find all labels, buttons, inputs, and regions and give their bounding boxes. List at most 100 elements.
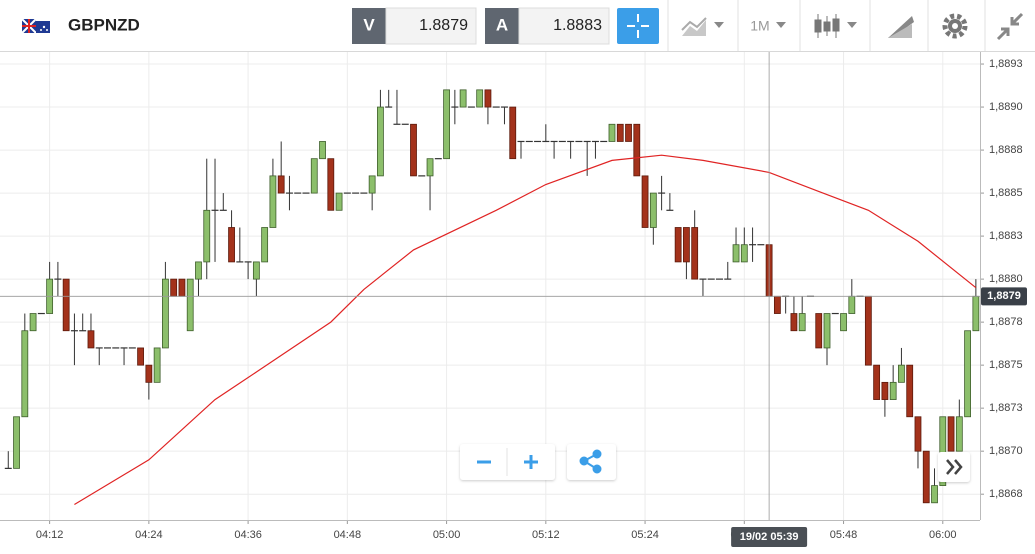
candle-body [443,89,450,160]
y-tick-label: 1,8870 [989,445,1023,457]
candle-style-button[interactable] [814,14,857,38]
candle-body [13,416,20,469]
candle-body [931,485,938,504]
candle-body [153,347,161,383]
price-label: 1,8879 [987,290,1021,302]
ask-button[interactable] [485,8,519,44]
toolbar: GBPNZD V 1.8879 A 1.8883 1M [0,0,1035,52]
zoom-in-button[interactable] [524,455,538,469]
candle-body [773,295,781,314]
candle-body [476,89,484,108]
price-tag [981,287,1027,306]
crosshair-button[interactable] [617,8,659,44]
x-tick-label: 04:24 [135,529,163,541]
candle-body [195,261,202,280]
y-tick-label: 1,8875 [989,359,1023,371]
candle-body [426,158,434,177]
candle-body [922,450,930,504]
candle-body [252,261,260,280]
x-tick-label: 05:48 [830,529,858,541]
candle-body [137,347,144,366]
ask-price: 1.8883 [553,17,602,34]
y-tick-label: 1,8883 [989,230,1023,242]
candle-body [335,192,343,211]
candle-body [823,313,831,349]
y-tick-label: 1,8878 [989,316,1023,328]
candle-body [170,278,178,297]
share-button[interactable] [579,449,602,474]
bid-button[interactable] [352,8,386,44]
candle-body [277,175,285,194]
candle-body [484,89,492,108]
y-tick-label: 1,8873 [989,402,1023,414]
y-tick-label: 1,8888 [989,144,1023,156]
bid-label: V [363,15,375,34]
crosshair-icon [627,14,649,38]
candle-body [674,227,682,263]
candle-body [815,313,823,349]
x-tick-label: 05:12 [532,529,560,541]
candle-body [377,106,384,177]
candle-body [178,278,186,297]
ask-label: A [496,15,508,34]
candle-body [62,278,70,332]
timeframe: 1M [750,18,769,34]
y-tick-label: 1,8880 [989,273,1023,285]
candle-body [939,416,947,486]
candle-body [955,416,963,452]
candle-body [203,209,211,263]
candle-body [21,330,29,418]
candle-body [608,123,616,142]
candle-body [261,227,269,263]
candle-body [641,175,649,228]
candle-body [881,381,889,400]
candle-body [186,278,194,332]
candle-body [368,175,376,194]
plot-area: 1,8868 1,8870 1,8873 1,8875 1,8878 1,8880 1,88… [0,52,1027,547]
flag [21,18,50,34]
candle-body [509,106,517,160]
candle-body [864,295,872,366]
candle-body [840,313,847,332]
candle-body [972,295,980,332]
zoom-controls [460,444,970,482]
candle-body [269,175,277,228]
share-bar [567,444,616,480]
draw-button[interactable] [888,16,914,38]
separators [667,0,986,51]
settings-button[interactable] [942,13,968,39]
moving-average [74,154,977,506]
candle-body [87,330,95,349]
candle-body [29,313,37,332]
candle-body [327,158,335,211]
candle-body [228,227,235,263]
x-tick-label: 04:12 [36,529,64,541]
bid-box [385,7,477,45]
candle-body [798,313,806,332]
ask-box [518,7,610,45]
candle-body [790,313,798,332]
candle-body [732,244,740,263]
symbol: GBPNZD [68,15,140,34]
candle-body [906,364,914,418]
candle-body [145,364,153,383]
candle-body [459,89,467,108]
candle-body [319,141,326,160]
scroll-icon [946,459,963,475]
crosshair-tag [731,527,808,547]
candle-body [310,158,318,194]
y-tick-label: 1,8868 [989,488,1023,500]
candle-body [740,244,748,263]
candle-body [649,192,657,228]
x-tick-label: 05:00 [433,529,461,541]
candle-body [947,416,955,452]
candle-body [898,364,905,383]
candle-body [683,227,690,263]
candle-body [873,364,881,400]
crosshair-label: 19/02 05:39 [740,531,799,543]
chart-type-button[interactable] [681,17,724,36]
collapse-button[interactable] [996,12,1024,41]
timeframe-button[interactable]: 1M [750,18,786,34]
